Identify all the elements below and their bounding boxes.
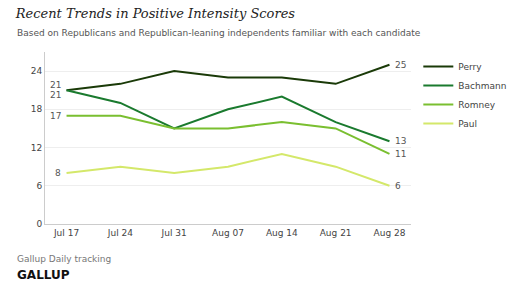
svg-text:0: 0 <box>36 219 42 229</box>
svg-text:13: 13 <box>395 136 406 146</box>
svg-text:Paul: Paul <box>458 119 477 129</box>
svg-text:6: 6 <box>395 181 401 191</box>
svg-text:Romney: Romney <box>458 100 495 110</box>
svg-text:Gallup Daily tracking: Gallup Daily tracking <box>17 254 111 264</box>
svg-text:21: 21 <box>50 90 61 100</box>
svg-text:Jul 17: Jul 17 <box>53 228 79 238</box>
svg-text:Jul 31: Jul 31 <box>161 228 187 238</box>
svg-text:21: 21 <box>50 80 61 90</box>
svg-text:25: 25 <box>395 60 406 70</box>
svg-text:Recent Trends in Positive Inte: Recent Trends in Positive Intensity Scor… <box>15 6 296 21</box>
svg-text:24: 24 <box>31 66 43 76</box>
svg-text:Bachmann: Bachmann <box>458 81 506 91</box>
svg-text:Based on Republicans and Repub: Based on Republicans and Republican-lean… <box>17 28 421 38</box>
svg-text:Jul 24: Jul 24 <box>107 228 133 238</box>
svg-text:Aug 14: Aug 14 <box>266 228 298 238</box>
svg-text:GALLUP: GALLUP <box>17 268 70 282</box>
svg-text:8: 8 <box>55 168 61 178</box>
svg-text:11: 11 <box>395 149 406 159</box>
svg-text:6: 6 <box>36 181 42 191</box>
svg-text:Perry: Perry <box>458 62 482 72</box>
svg-text:17: 17 <box>50 111 61 121</box>
svg-text:18: 18 <box>31 104 43 114</box>
svg-text:Aug 21: Aug 21 <box>320 228 352 238</box>
svg-text:12: 12 <box>31 143 42 153</box>
svg-text:Aug 28: Aug 28 <box>374 228 406 238</box>
svg-text:Aug 07: Aug 07 <box>212 228 244 238</box>
